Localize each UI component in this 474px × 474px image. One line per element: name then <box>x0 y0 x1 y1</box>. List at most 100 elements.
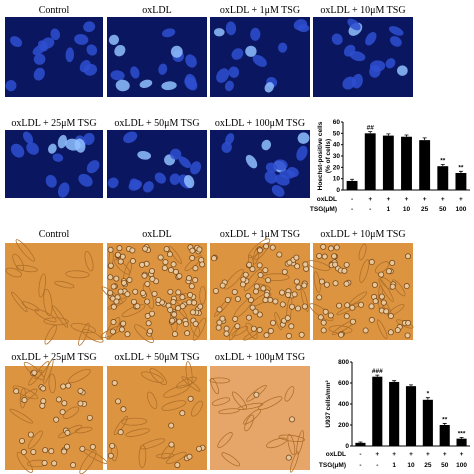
adherent-cell <box>58 424 83 439</box>
monocyte <box>148 310 155 317</box>
adherent-cell <box>9 408 34 424</box>
monocyte <box>162 259 169 266</box>
y-tick-label: 10 <box>333 176 341 183</box>
monocyte <box>279 289 286 296</box>
monocyte <box>117 288 124 295</box>
monocyte <box>77 400 84 407</box>
monocyte <box>168 267 175 274</box>
significance: ** <box>458 164 464 171</box>
nucleus <box>108 34 120 46</box>
monocyte <box>120 406 127 413</box>
panel-label: oxLDL + 1μM TSG <box>220 5 300 16</box>
monocyte <box>378 271 385 278</box>
monocyte <box>124 291 131 298</box>
monocyte <box>247 297 254 304</box>
nucleus <box>110 70 125 81</box>
condition-value: - <box>351 196 353 203</box>
monocyte <box>139 290 146 297</box>
monocyte <box>378 293 385 300</box>
adherent-cell <box>62 406 80 419</box>
adherent-cell <box>74 426 93 434</box>
panel-label: oxLDL <box>142 229 171 240</box>
nucleus <box>297 132 310 144</box>
monocyte <box>301 303 308 310</box>
condition-value: 100 <box>456 462 467 469</box>
adherent-cell <box>105 317 121 340</box>
monocyte <box>245 314 252 321</box>
monocyte <box>332 261 339 268</box>
monocyte <box>380 299 387 306</box>
adherent-cell <box>155 453 175 459</box>
monocyte <box>134 303 141 310</box>
monocyte <box>295 284 302 291</box>
monocyte <box>192 320 199 327</box>
monocyte <box>316 252 323 259</box>
condition-value: 10 <box>403 206 411 213</box>
adherent-cell <box>27 430 43 450</box>
adherent-cell <box>199 286 206 305</box>
monocyte <box>196 445 203 452</box>
monocyte <box>216 319 223 326</box>
fluorescence-image <box>5 130 103 198</box>
panel-label: oxLDL + 100μM TSG <box>215 352 305 363</box>
adherent-cell <box>231 325 249 337</box>
monocyte <box>116 245 123 252</box>
adherent-cell <box>34 360 50 380</box>
monocyte <box>372 298 379 305</box>
monocyte <box>186 299 193 306</box>
panel-label: oxLDL + 10μM TSG <box>320 5 405 16</box>
nucleus <box>114 44 126 57</box>
nucleus <box>22 131 34 144</box>
y-tick-label: 30 <box>333 153 341 160</box>
adherent-cell <box>54 280 75 289</box>
monocyte <box>281 268 288 275</box>
bar <box>456 438 467 446</box>
error-bar <box>404 134 409 137</box>
monocyte <box>328 245 335 252</box>
monocyte <box>331 253 338 260</box>
monocyte <box>107 246 114 253</box>
monocyte <box>301 282 308 289</box>
monocyte <box>291 291 298 298</box>
monocyte <box>110 319 117 326</box>
monocyte <box>147 328 154 335</box>
monocyte <box>168 441 175 448</box>
monocyte <box>166 251 173 258</box>
monocyte <box>117 429 124 436</box>
nucleus <box>170 45 183 58</box>
monocyte <box>120 320 127 327</box>
monocyte <box>179 410 186 417</box>
adherent-cell <box>165 451 187 465</box>
monocyte <box>285 332 292 339</box>
y-tick-label: 60 <box>333 119 341 126</box>
nucleus <box>261 139 272 151</box>
error-bar <box>425 397 430 400</box>
condition-value: + <box>459 196 463 203</box>
monocyte <box>176 273 183 280</box>
adherent-cell <box>231 391 248 410</box>
monocyte <box>211 255 218 262</box>
y-axis-label: (% of cells) <box>325 139 332 173</box>
adherent-cell <box>125 428 150 437</box>
nucleus <box>137 150 152 160</box>
monocyte <box>253 391 260 398</box>
adherent-cell <box>168 245 183 264</box>
adherent-cell <box>43 359 54 384</box>
adherent-cell <box>16 451 33 473</box>
monocyte <box>163 246 170 253</box>
monocyte <box>253 283 260 290</box>
condition-value: + <box>368 196 372 203</box>
monocyte <box>115 398 122 405</box>
bar <box>346 180 358 190</box>
y-tick-label: 40 <box>333 142 341 149</box>
monocyte <box>129 258 136 265</box>
monocyte <box>344 302 351 309</box>
nucleus <box>57 134 68 149</box>
condition-value: 50 <box>439 206 447 213</box>
monocyte <box>186 453 193 460</box>
monocyte <box>179 303 186 310</box>
monocyte <box>79 445 86 452</box>
adherent-cell <box>10 291 28 313</box>
condition-value: 50 <box>441 462 449 469</box>
monocyte <box>224 297 231 304</box>
